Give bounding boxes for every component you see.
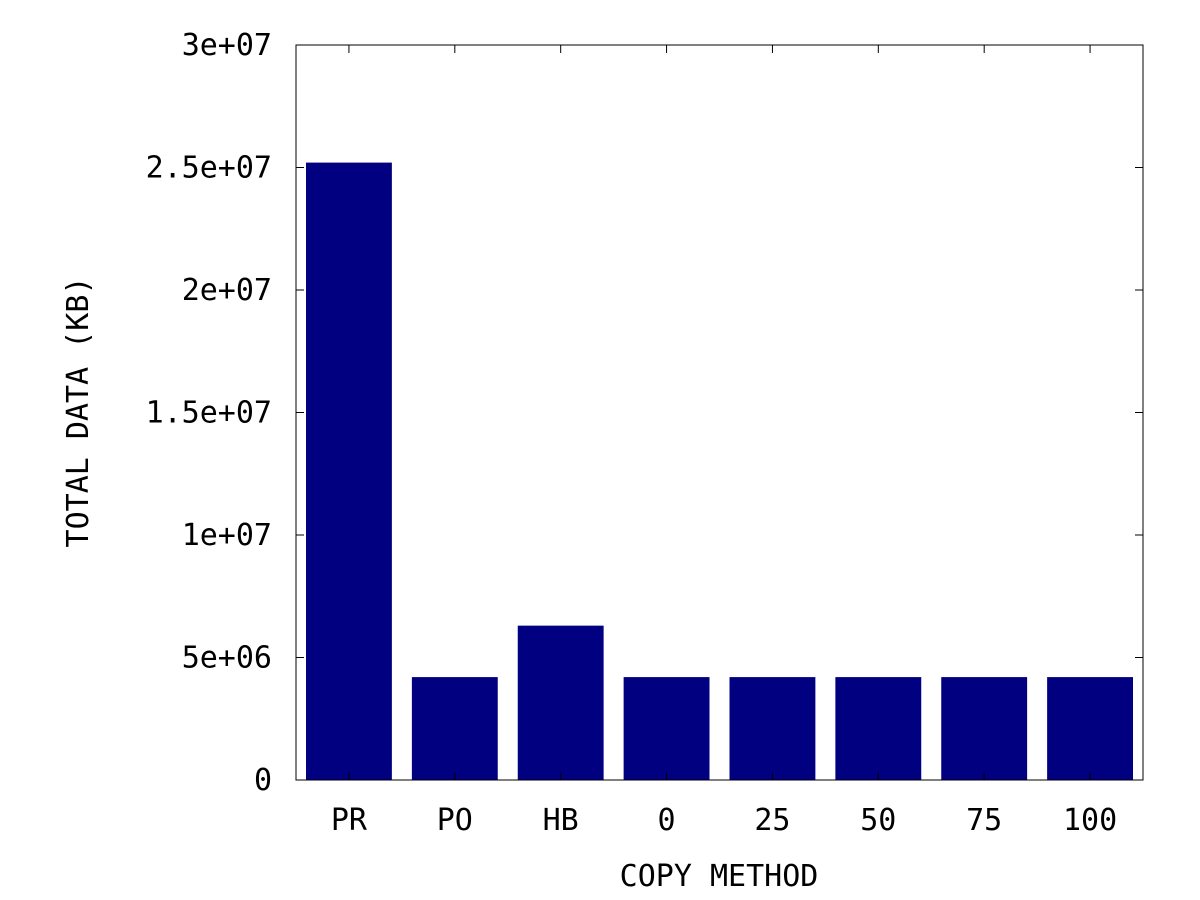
y-tick-label: 0 [254,763,272,798]
y-tick-label: 1.5e+07 [146,396,272,431]
y-axis-label: TOTAL DATA (KB) [61,277,96,548]
bar-HB [517,625,604,780]
x-tick-label: 50 [860,803,896,838]
x-tick-label: 0 [658,803,676,838]
y-tick-label: 5e+06 [182,641,272,676]
x-axis-label: COPY METHOD [620,859,819,894]
bar-50 [835,677,922,780]
bar-0 [623,677,710,780]
y-tick-label: 2e+07 [182,273,272,308]
x-axis: PR PO HB 0 25 50 75 100 [331,45,1117,838]
bar-75 [941,677,1028,780]
y-tick-label: 3e+07 [182,28,272,63]
bars-group [306,162,1133,781]
y-tick-label: 1e+07 [182,518,272,553]
bar-100 [1047,677,1133,780]
x-tick-label: 25 [754,803,790,838]
y-tick-label: 2.5e+07 [146,151,272,186]
bar-PR [306,162,392,781]
x-tick-label: 100 [1063,803,1117,838]
x-tick-label: PR [331,803,368,838]
y-axis: 0 5e+06 1e+07 1.5e+07 2e+07 2.5e+07 3e+07 [146,28,1143,798]
x-tick-label: HB [543,803,579,838]
bar-25 [729,677,816,780]
x-tick-label: PO [437,803,473,838]
x-tick-label: 75 [966,803,1002,838]
plot-frame [295,44,1144,781]
bar-PO [411,677,498,780]
